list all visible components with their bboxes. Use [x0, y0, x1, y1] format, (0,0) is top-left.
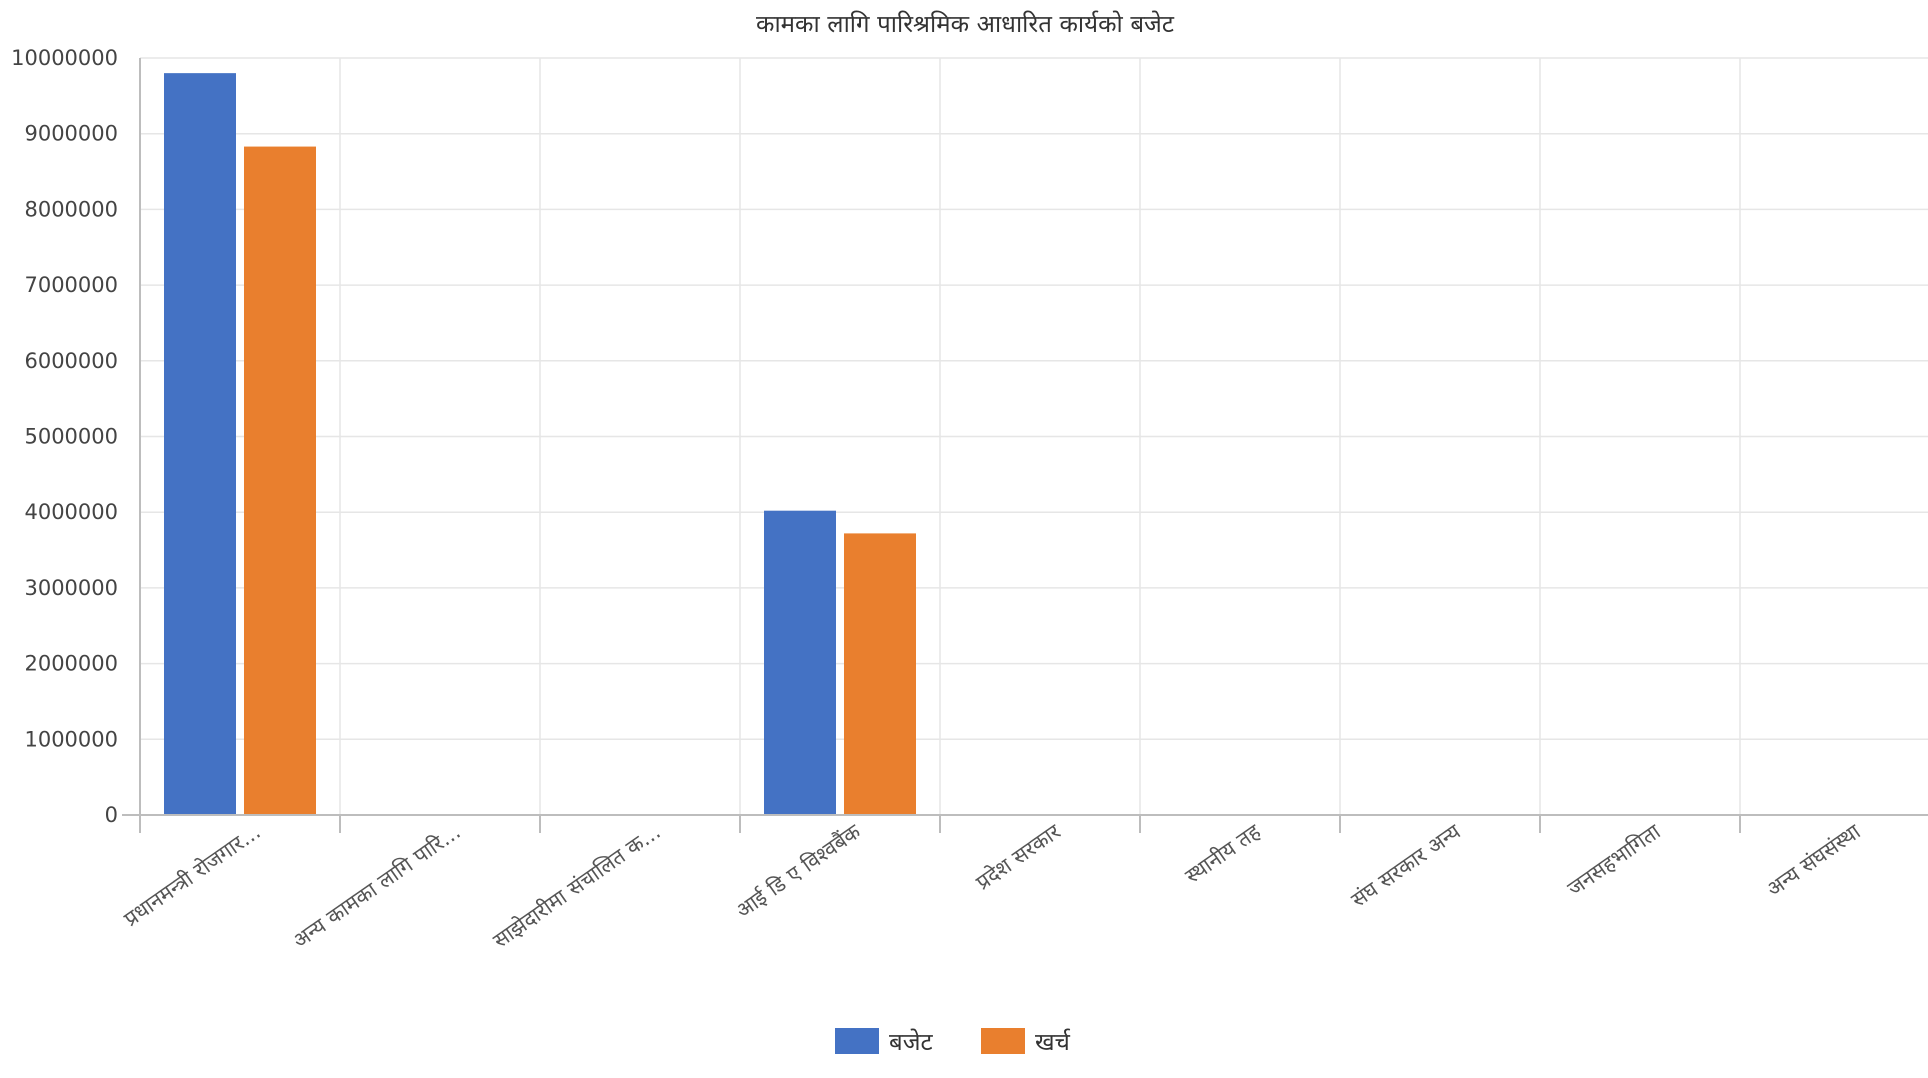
bar[interactable]: [164, 73, 236, 815]
y-tick-label: 5000000: [24, 425, 118, 449]
axes: [122, 58, 1928, 833]
y-tick-label: 4000000: [24, 500, 118, 524]
y-tick-label: 10000000: [11, 46, 118, 70]
bars: [164, 73, 916, 816]
legend-swatch[interactable]: [835, 1028, 879, 1054]
bar[interactable]: [764, 510, 836, 815]
x-tick-label: संघ सरकार अन्य: [1347, 819, 1466, 912]
x-tick-label: प्रदेश सरकार: [972, 819, 1066, 895]
y-axis-ticks: 0 1000000 2000000 3000000 4000000 5000000 6000…: [11, 46, 118, 827]
x-tick-label: आई डि ए विश्वबैंक: [732, 819, 866, 923]
x-tick-label: साझेदारीमा संचालित क...: [489, 819, 665, 952]
y-tick-label: 0: [105, 803, 118, 827]
y-tick-label: 7000000: [24, 273, 118, 297]
legend[interactable]: बजेट खर्च: [835, 1028, 1071, 1056]
x-axis-ticks: प्रधानमन्त्री रोजगार... अन्य कामका लागि प…: [120, 819, 1866, 953]
y-tick-label: 9000000: [24, 122, 118, 146]
bar[interactable]: [244, 146, 316, 816]
x-tick-label: अन्य संघसंस्था: [1762, 819, 1865, 901]
y-tick-label: 2000000: [24, 652, 118, 676]
x-tick-label: अन्य कामका लागि पारि...: [289, 819, 465, 953]
chart-title: कामका लागि पारिश्रमिक आधारित कार्यको बजे…: [756, 10, 1175, 38]
y-tick-label: 1000000: [24, 727, 118, 751]
y-tick-label: 8000000: [24, 197, 118, 221]
legend-label[interactable]: बजेट: [889, 1028, 934, 1056]
y-tick-label: 3000000: [24, 576, 118, 600]
x-tick-label: स्थानीय तह: [1181, 819, 1266, 888]
gridlines: [140, 57, 1928, 833]
y-tick-label: 6000000: [24, 349, 118, 373]
x-tick-label: जनसहभागिता: [1563, 819, 1665, 901]
legend-label[interactable]: खर्च: [1035, 1028, 1071, 1056]
bar[interactable]: [844, 533, 916, 815]
x-tick-label: प्रधानमन्त्री रोजगार...: [120, 819, 265, 931]
legend-swatch[interactable]: [981, 1028, 1025, 1054]
